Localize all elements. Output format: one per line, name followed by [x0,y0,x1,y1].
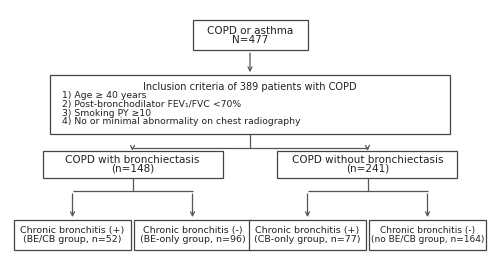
Text: Chronic bronchitis (-): Chronic bronchitis (-) [142,226,242,235]
Text: COPD with bronchiectasis: COPD with bronchiectasis [66,155,200,165]
Text: 3) Smoking PY ≥10: 3) Smoking PY ≥10 [62,109,152,117]
Text: COPD without bronchiectasis: COPD without bronchiectasis [292,155,444,165]
Text: (BE/CB group, n=52): (BE/CB group, n=52) [23,235,122,244]
Text: N=477: N=477 [232,34,268,45]
FancyBboxPatch shape [192,20,308,50]
FancyBboxPatch shape [278,151,458,178]
Text: 2) Post-bronchodilator FEV₁/FVC <70%: 2) Post-bronchodilator FEV₁/FVC <70% [62,100,242,109]
Text: Chronic bronchitis (+): Chronic bronchitis (+) [20,226,124,235]
Text: (CB-only group, n=77): (CB-only group, n=77) [254,235,361,244]
Text: Inclusion criteria of 389 patients with COPD: Inclusion criteria of 389 patients with … [143,82,357,92]
FancyBboxPatch shape [42,151,222,178]
FancyBboxPatch shape [14,220,131,250]
Text: (n=241): (n=241) [346,164,389,174]
Text: 4) No or minimal abnormality on chest radiography: 4) No or minimal abnormality on chest ra… [62,117,301,126]
FancyBboxPatch shape [50,75,450,134]
FancyBboxPatch shape [369,220,486,250]
FancyBboxPatch shape [134,220,251,250]
Text: (n=148): (n=148) [111,164,154,174]
Text: Chronic bronchitis (-): Chronic bronchitis (-) [380,226,475,235]
Text: (no BE/CB group, n=164): (no BE/CB group, n=164) [371,235,484,244]
FancyBboxPatch shape [249,220,366,250]
Text: COPD or asthma: COPD or asthma [207,26,293,36]
Text: 1) Age ≥ 40 years: 1) Age ≥ 40 years [62,91,147,100]
Text: Chronic bronchitis (+): Chronic bronchitis (+) [256,226,360,235]
Text: (BE-only group, n=96): (BE-only group, n=96) [140,235,246,244]
